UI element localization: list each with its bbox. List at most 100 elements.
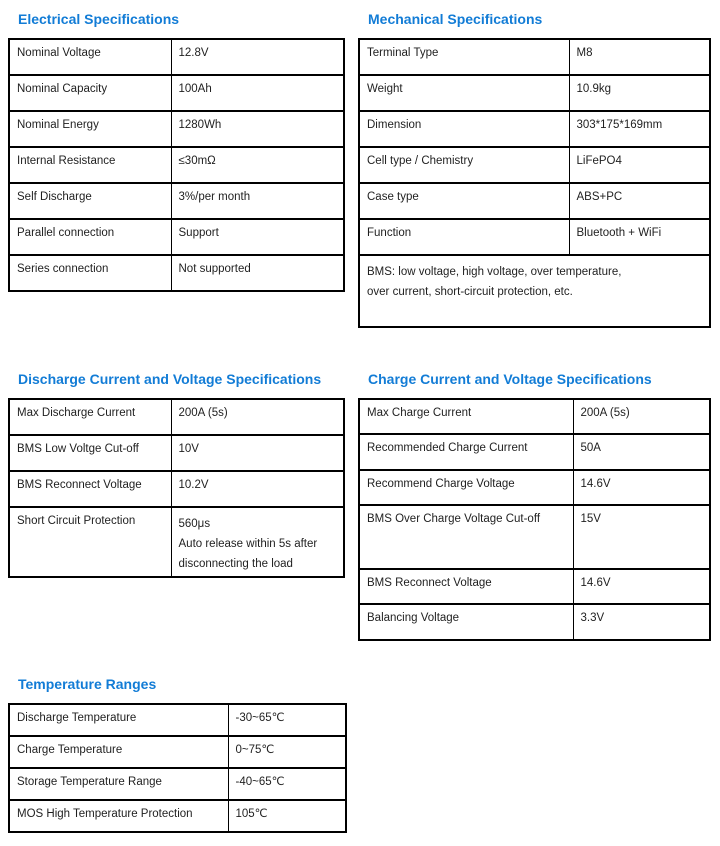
spec-value-line: 560μs	[178, 518, 211, 530]
spec-label: Internal Resistance	[8, 146, 172, 184]
mechanical-specs-table: Terminal Type M8 Weight 10.9kg Dimension 303*…	[358, 38, 711, 328]
spec-value: 10V	[170, 434, 345, 472]
spec-value-line: Auto release within 5s after	[178, 538, 318, 550]
spec-row: Nominal Voltage 12.8V	[8, 38, 345, 76]
spec-row: Charge Temperature 0~75℃	[8, 735, 347, 769]
discharge-specifications-section: Discharge Current and Voltage Specificat…	[8, 369, 345, 578]
spec-footer-line: over current, short-circuit protection, …	[367, 286, 573, 298]
spec-value: LiFePO4	[568, 146, 711, 184]
spec-label: Function	[358, 218, 570, 256]
spec-label: BMS Over Charge Voltage Cut-off	[358, 504, 574, 570]
temperature-ranges-heading: Temperature Ranges	[18, 676, 157, 692]
spec-row: Max Discharge Current 200A (5s)	[8, 398, 345, 436]
electrical-specifications-section: Electrical Specifications Nominal Voltag…	[8, 9, 345, 292]
electrical-specifications-heading: Electrical Specifications	[18, 11, 180, 27]
spec-value: 303*175*169mm	[568, 110, 711, 148]
spec-label: Recommended Charge Current	[358, 433, 574, 471]
spec-label: Nominal Energy	[8, 110, 172, 148]
spec-value: Not supported	[170, 254, 345, 292]
spec-label: Cell type / Chemistry	[358, 146, 570, 184]
spec-row: Internal Resistance ≤30mΩ	[8, 146, 345, 184]
spec-label: Nominal Voltage	[8, 38, 172, 76]
spec-row: Self Discharge 3%/per month	[8, 182, 345, 220]
spec-value: ≤30mΩ	[170, 146, 345, 184]
spec-label: Max Charge Current	[358, 398, 574, 435]
spec-row: Weight 10.9kg	[358, 74, 711, 112]
spec-value: -30~65℃	[227, 703, 347, 737]
spec-value: 200A (5s)	[170, 398, 345, 436]
spec-value: 14.6V	[572, 469, 711, 506]
spec-value: ABS+PC	[568, 182, 711, 220]
spec-label: Self Discharge	[8, 182, 172, 220]
electrical-specs-table: Nominal Voltage 12.8V Nominal Capacity 100A…	[8, 38, 345, 292]
spec-value: 0~75℃	[227, 735, 347, 769]
spec-row: BMS Reconnect Voltage 10.2V	[8, 470, 345, 508]
spec-value: 3%/per month	[170, 182, 345, 220]
spec-value: 12.8V	[170, 38, 345, 76]
spec-value: 14.6V	[572, 568, 711, 605]
spec-value: 105℃	[227, 799, 347, 833]
spec-row: BMS Over Charge Voltage Cut-off 15V	[358, 504, 711, 570]
spec-row: Terminal Type M8	[358, 38, 711, 76]
spec-label: Nominal Capacity	[8, 74, 172, 112]
spec-value: 3.3V	[572, 603, 711, 641]
spec-row: Cell type / Chemistry LiFePO4	[358, 146, 711, 184]
spec-value: M8	[568, 38, 711, 76]
spec-row: Max Charge Current 200A (5s)	[358, 398, 711, 435]
spec-label: MOS High Temperature Protection	[8, 799, 229, 833]
spec-label: BMS Reconnect Voltage	[8, 470, 172, 508]
spec-value: 1280Wh	[170, 110, 345, 148]
charge-specs-table: Max Charge Current 200A (5s) Recommended C…	[358, 398, 711, 641]
spec-row: Case type ABS+PC	[358, 182, 711, 220]
spec-footer-row: BMS: low voltage, high voltage, over tem…	[358, 254, 711, 328]
spec-footer: BMS: low voltage, high voltage, over tem…	[358, 254, 711, 328]
temperature-ranges-table: Discharge Temperature -30~65℃ Charge Tempe…	[8, 703, 347, 833]
spec-value: 50A	[572, 433, 711, 471]
spec-label: Discharge Temperature	[8, 703, 229, 737]
spec-row: Nominal Capacity 100Ah	[8, 74, 345, 112]
spec-label: Weight	[358, 74, 570, 112]
spec-value-line: disconnecting the load	[178, 558, 293, 570]
spec-row: Dimension 303*175*169mm	[358, 110, 711, 148]
spec-value: 560μs Auto release within 5s after disconn…	[170, 506, 345, 578]
spec-value: 200A (5s)	[572, 398, 711, 435]
spec-row: Storage Temperature Range -40~65℃	[8, 767, 347, 801]
spec-value: 10.9kg	[568, 74, 711, 112]
spec-row: Balancing Voltage 3.3V	[358, 603, 711, 641]
spec-label: Series connection	[8, 254, 172, 292]
spec-row: BMS Low Voltge Cut-off 10V	[8, 434, 345, 472]
spec-row: Nominal Energy 1280Wh	[8, 110, 345, 148]
spec-row: Series connection Not supported	[8, 254, 345, 292]
spec-value: Bluetooth + WiFi	[568, 218, 711, 256]
spec-value: 15V	[572, 504, 711, 570]
discharge-specifications-heading: Discharge Current and Voltage Specificat…	[18, 371, 322, 387]
spec-row: Recommended Charge Current 50A	[358, 433, 711, 471]
mechanical-specifications-section: Mechanical Specifications Terminal Type M…	[358, 9, 711, 328]
spec-label: Balancing Voltage	[358, 603, 574, 641]
spec-label: Dimension	[358, 110, 570, 148]
spec-row: Recommend Charge Voltage 14.6V	[358, 469, 711, 506]
spec-value: Support	[170, 218, 345, 256]
spec-row: Discharge Temperature -30~65℃	[8, 703, 347, 737]
spec-label: Terminal Type	[358, 38, 570, 76]
spec-label: Charge Temperature	[8, 735, 229, 769]
spec-row: MOS High Temperature Protection 105℃	[8, 799, 347, 833]
spec-row: BMS Reconnect Voltage 14.6V	[358, 568, 711, 605]
discharge-specs-table: Max Discharge Current 200A (5s) BMS Low Vo…	[8, 398, 345, 578]
spec-row: Short Circuit Protection 560μs Auto releas…	[8, 506, 345, 578]
charge-specifications-section: Charge Current and Voltage Specification…	[358, 369, 711, 641]
spec-label: BMS Reconnect Voltage	[358, 568, 574, 605]
charge-specifications-heading: Charge Current and Voltage Specification…	[368, 371, 652, 387]
spec-row: Parallel connection Support	[8, 218, 345, 256]
spec-label: Recommend Charge Voltage	[358, 469, 574, 506]
mechanical-specifications-heading: Mechanical Specifications	[368, 11, 543, 27]
spec-footer-line: BMS: low voltage, high voltage, over tem…	[367, 266, 622, 278]
spec-label: BMS Low Voltge Cut-off	[8, 434, 172, 472]
spec-label: Parallel connection	[8, 218, 172, 256]
spec-label: Case type	[358, 182, 570, 220]
spec-value: 10.2V	[170, 470, 345, 508]
spec-label: Short Circuit Protection	[8, 506, 172, 578]
spec-label: Storage Temperature Range	[8, 767, 229, 801]
spec-row: Function Bluetooth + WiFi	[358, 218, 711, 256]
